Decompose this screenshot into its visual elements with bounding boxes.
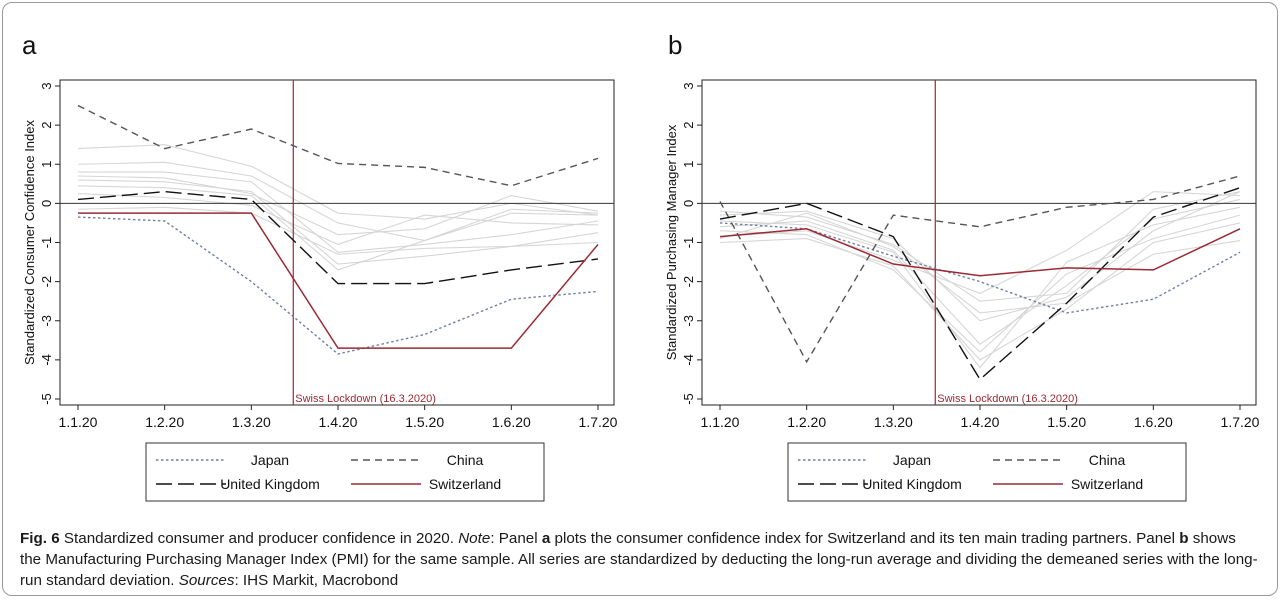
figure-caption: Fig. 6 Standardized consumer and produce… xyxy=(20,528,1260,591)
series-line-united-kingdom xyxy=(77,190,599,285)
legend-label-united-kingdom: United Kingdom xyxy=(220,476,320,492)
lockdown-label: Swiss Lockdown (16.3.2020) xyxy=(937,393,1078,405)
series-line-other xyxy=(77,206,599,255)
y-tick-label: -3 xyxy=(681,315,696,327)
plot-frame xyxy=(59,79,615,406)
series-line-other xyxy=(719,222,1241,361)
y-tick-label: -5 xyxy=(39,393,54,405)
y-tick-label: 3 xyxy=(681,82,696,89)
x-tick-label: 1.7.20 xyxy=(1221,414,1260,430)
y-tick-label: 0 xyxy=(39,200,54,207)
x-tick-label: 1.3.20 xyxy=(874,414,913,430)
y-tick-label: 0 xyxy=(681,200,696,207)
legend-label-switzerland: Switzerland xyxy=(1071,476,1143,492)
series-line-other xyxy=(719,214,1241,353)
series-line-china xyxy=(77,104,599,187)
caption-panel-a-ref: a xyxy=(541,530,551,547)
panel-a-letter: a xyxy=(22,30,37,60)
y-tick-label: 2 xyxy=(39,122,54,129)
x-tick-label: 1.1.20 xyxy=(701,414,740,430)
chart-panel-b: -5 -4 -3 -2 -1 0 1 2 3 1.1.20 1.2.20 1.3.20 1.4.20 1.… xyxy=(664,79,1260,502)
y-tick-label: -1 xyxy=(681,237,696,249)
series-line-other xyxy=(77,185,599,271)
panel-b-letter: b xyxy=(668,30,683,60)
x-tick-label: 1.4.20 xyxy=(319,414,358,430)
caption-note-label: Note xyxy=(458,530,491,547)
caption-label: Fig. 6 xyxy=(20,530,60,547)
series-line-japan xyxy=(77,216,599,355)
x-tick-label: 1.5.20 xyxy=(405,414,444,430)
caption-note-part1: : Panel xyxy=(490,530,542,547)
caption-note-part3: shows the Manufacturing Purchasing Manag… xyxy=(20,530,1258,589)
caption-panel-b-ref: b xyxy=(1179,530,1189,547)
y-axis-label: Standardized Consumer Confidence Index xyxy=(22,120,37,365)
y-tick-label: 2 xyxy=(681,122,696,129)
series-line-china xyxy=(719,175,1241,364)
x-tick-label: 1.6.20 xyxy=(492,414,531,430)
series-line-other xyxy=(719,212,1241,314)
plot-frame xyxy=(701,79,1257,406)
y-tick-label: -4 xyxy=(39,354,54,366)
chart-panel-a: -5 -4 -3 -2 -1 0 1 2 3 1.1.20 1.2.20 1.3.20 1.4.20 1.… xyxy=(22,79,618,502)
series-line-united-kingdom xyxy=(719,187,1241,381)
series-line-other xyxy=(78,171,599,253)
y-tick-label: -4 xyxy=(681,354,696,366)
y-tick-label: 1 xyxy=(681,161,696,168)
legend-label-japan: Japan xyxy=(251,452,289,468)
x-tick-label: 1.6.20 xyxy=(1134,414,1173,430)
y-tick-label: -3 xyxy=(39,315,54,327)
caption-title: Standardized consumer and producer confi… xyxy=(63,530,454,547)
x-tick-label: 1.3.20 xyxy=(232,414,271,430)
x-tick-label: 1.2.20 xyxy=(145,414,184,430)
x-tick-label: 1.5.20 xyxy=(1047,414,1086,430)
x-tick-label: 1.1.20 xyxy=(59,414,98,430)
legend-label-united-kingdom: United Kingdom xyxy=(862,476,962,492)
series-line-other xyxy=(719,206,1241,369)
y-tick-label: 1 xyxy=(39,161,54,168)
legend-label-china: China xyxy=(447,452,484,468)
caption-note-part2: plots the consumer confidence index for … xyxy=(550,530,1180,547)
series-line-other xyxy=(719,191,1241,322)
y-axis-label: Standardized Purchasing Manager Index xyxy=(664,124,679,360)
legend-box xyxy=(787,442,1187,502)
legend-label-china: China xyxy=(1089,452,1126,468)
series-line-other xyxy=(77,175,599,236)
x-tick-label: 1.7.20 xyxy=(579,414,618,430)
y-tick-label: -2 xyxy=(39,276,54,288)
series-line-other xyxy=(719,191,1241,294)
y-tick-label: 3 xyxy=(39,82,54,89)
lockdown-label: Swiss Lockdown (16.3.2020) xyxy=(295,393,436,405)
y-tick-label: -2 xyxy=(681,276,696,288)
legend-label-japan: Japan xyxy=(893,452,931,468)
x-tick-label: 1.2.20 xyxy=(787,414,826,430)
series-line-other xyxy=(719,191,1241,302)
caption-sources-label: Sources xyxy=(178,572,235,589)
series-line-other xyxy=(719,198,1241,345)
series-line-switzerland xyxy=(78,212,599,349)
series-line-other xyxy=(77,193,599,246)
y-tick-label: -1 xyxy=(39,237,54,249)
legend-label-switzerland: Switzerland xyxy=(429,476,501,492)
series-line-switzerland xyxy=(719,228,1241,277)
y-tick-label: -5 xyxy=(681,393,696,405)
legend-box xyxy=(145,442,545,502)
caption-sources-text: : IHS Markit, Macrobond xyxy=(234,572,399,589)
x-tick-label: 1.4.20 xyxy=(961,414,1000,430)
series-line-other xyxy=(77,161,599,242)
